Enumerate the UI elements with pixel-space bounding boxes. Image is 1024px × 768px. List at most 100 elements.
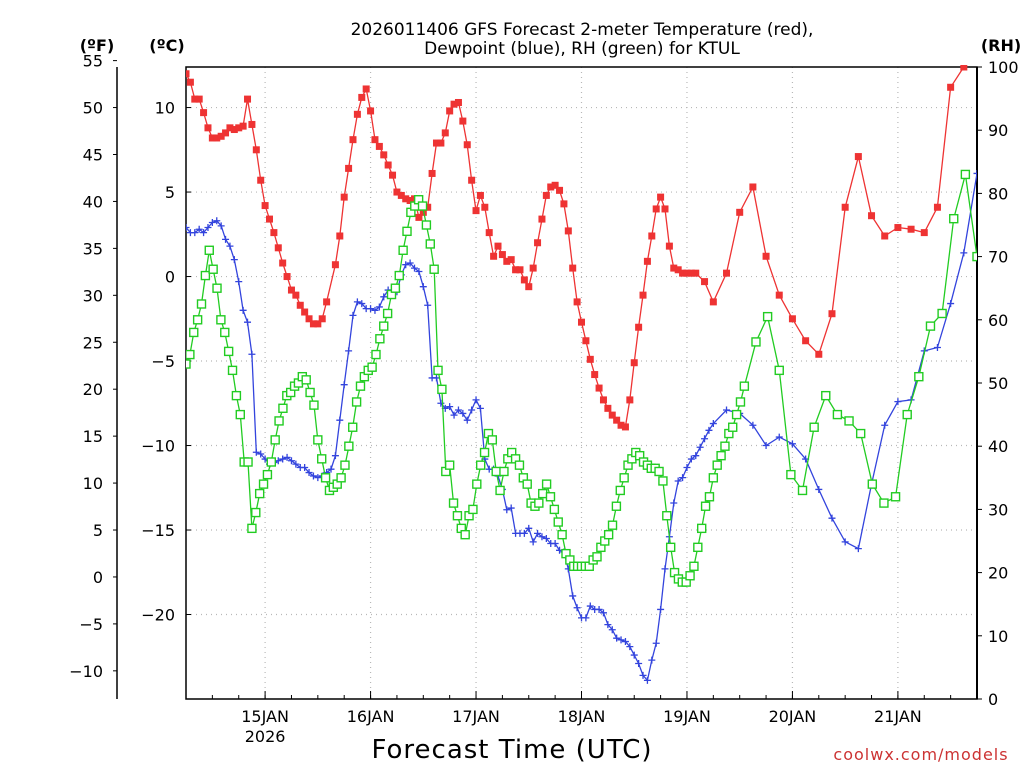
fahrenheit-tick-label: 5 (93, 521, 103, 540)
data-point (317, 454, 327, 464)
data-point (868, 212, 876, 220)
data-point (487, 435, 498, 445)
data-point (933, 203, 941, 211)
data-point (258, 479, 269, 489)
data-point (279, 259, 287, 267)
data-point (314, 474, 322, 482)
data-point (191, 229, 199, 237)
data-point (516, 266, 524, 274)
data-point (881, 421, 889, 429)
data-point (411, 264, 419, 272)
data-point (569, 592, 577, 600)
data-point (349, 311, 357, 319)
data-point (226, 124, 234, 132)
data-point (679, 474, 687, 482)
data-point (751, 337, 761, 347)
data-point (657, 193, 665, 201)
data-point (617, 421, 625, 429)
data-point (697, 523, 707, 534)
data-point (195, 225, 203, 233)
data-point (351, 397, 362, 407)
fahrenheit-tick-label: 40 (83, 192, 103, 211)
data-point (375, 142, 383, 150)
data-point (362, 85, 370, 93)
data-point (235, 124, 243, 132)
data-point (693, 542, 703, 553)
data-point (534, 239, 542, 247)
data-point (301, 463, 309, 471)
data-point (617, 636, 625, 644)
data-point (635, 660, 643, 668)
rh-tick-label: 30 (988, 500, 1008, 519)
data-point (243, 457, 253, 467)
data-point (186, 359, 191, 369)
data-point (735, 397, 746, 407)
data-point (200, 270, 211, 281)
data-point (491, 466, 501, 477)
data-point (661, 205, 669, 213)
data-point (556, 186, 564, 194)
data-point (432, 374, 440, 382)
data-point (716, 450, 726, 461)
fahrenheit-tick-label: 0 (93, 568, 103, 587)
data-point (736, 208, 744, 216)
data-point (257, 450, 265, 458)
data-point (270, 229, 278, 237)
data-point (867, 479, 878, 489)
data-point (367, 362, 377, 372)
data-point (397, 191, 405, 199)
x-tick-label: 19JAN (663, 707, 711, 726)
data-point (498, 251, 506, 259)
data-point (485, 229, 493, 237)
data-point (475, 460, 486, 470)
data-point (421, 220, 432, 230)
data-point (375, 334, 385, 344)
data-point (274, 244, 282, 252)
data-point (520, 529, 528, 537)
data-point (239, 306, 247, 314)
data-point (687, 455, 695, 463)
data-point (375, 303, 383, 311)
data-point (582, 337, 590, 345)
data-point (619, 473, 629, 483)
data-point (189, 327, 199, 338)
data-point (336, 473, 346, 483)
data-point (749, 183, 757, 191)
data-point (841, 203, 849, 211)
data-point (657, 605, 665, 613)
data-point (762, 311, 773, 322)
data-point (685, 571, 695, 581)
celsius-tick-label: −5 (151, 352, 175, 371)
data-point (301, 375, 311, 385)
data-point (278, 403, 288, 413)
data-point (340, 193, 348, 201)
data-point (406, 196, 414, 204)
data-point (235, 409, 245, 420)
x-tick-label: 21JAN (874, 707, 922, 726)
data-point (855, 428, 866, 439)
data-point (608, 626, 616, 634)
data-point (301, 308, 309, 316)
data-point (468, 176, 476, 184)
data-point (925, 321, 936, 331)
data-point (613, 634, 621, 642)
data-point (446, 403, 454, 411)
data-point (762, 442, 770, 450)
data-point (788, 315, 796, 323)
data-point (679, 269, 687, 277)
data-point (257, 176, 265, 184)
data-point (503, 506, 511, 514)
data-point (200, 109, 208, 117)
data-point (689, 561, 699, 571)
data-point (542, 191, 550, 199)
data-point (704, 492, 715, 502)
chart-title: 2026011406 GFS Forecast 2-meter Temperat… (351, 20, 814, 59)
data-point (529, 538, 537, 546)
data-point (937, 308, 947, 319)
data-point (222, 235, 230, 243)
data-point (313, 435, 323, 445)
fahrenheit-tick-label: 55 (83, 52, 103, 71)
data-point (186, 70, 190, 78)
data-point (239, 122, 247, 130)
